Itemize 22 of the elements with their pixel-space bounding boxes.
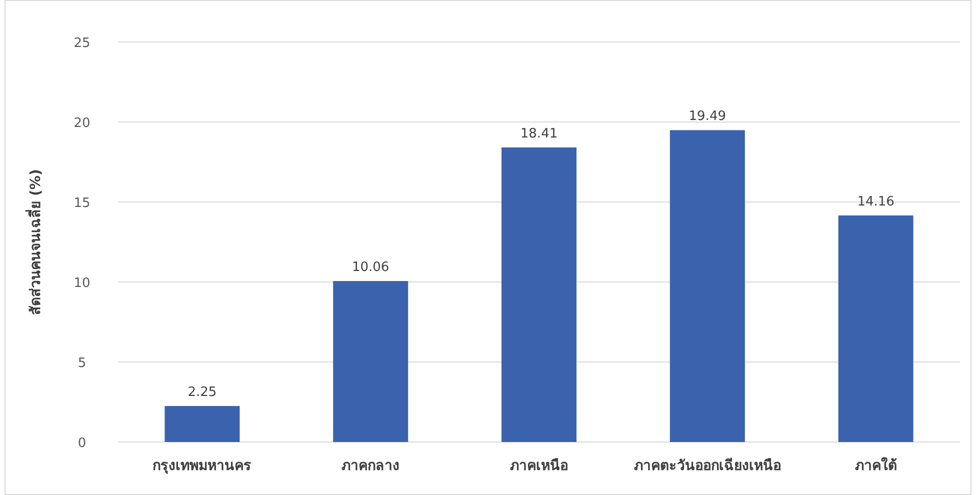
y-tick-label: 15 xyxy=(74,196,90,211)
y-tick-label: 25 xyxy=(74,36,90,51)
y-tick-label: 20 xyxy=(74,116,90,131)
bar xyxy=(164,406,240,442)
bar xyxy=(838,215,914,442)
x-tick-label: ภาคใต้ xyxy=(854,456,897,474)
bar xyxy=(502,147,576,442)
data-label: 10.06 xyxy=(352,260,390,276)
data-label: 14.16 xyxy=(857,194,894,210)
x-tick-label: ภาคกลาง xyxy=(342,458,400,474)
data-label: 2.25 xyxy=(188,385,217,400)
y-tick-label: 0 xyxy=(78,436,86,451)
data-label: 18.41 xyxy=(520,126,558,142)
y-axis-title: สัดส่วนคนจนเฉลี่ย (%) xyxy=(25,169,44,315)
bar xyxy=(670,130,745,442)
x-tick-label: ภาคตะวันออกเฉียงเหนือ xyxy=(634,458,781,474)
y-tick-label: 10 xyxy=(74,276,90,291)
bar xyxy=(333,281,408,442)
x-tick-label: ภาคเหนือ xyxy=(510,458,568,474)
data-label: 19.49 xyxy=(688,109,726,124)
y-tick-label: 5 xyxy=(78,356,86,371)
x-tick-label: กรุงเทพมหานคร xyxy=(152,458,252,474)
